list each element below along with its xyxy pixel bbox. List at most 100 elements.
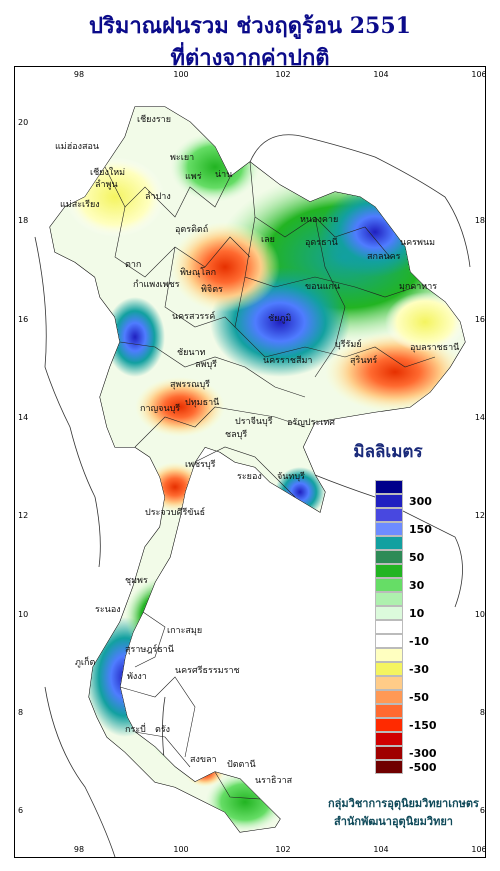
place-label: เกาะสมุย bbox=[167, 626, 202, 636]
lat-tick-label: 12 bbox=[18, 511, 28, 520]
place-label: จันทบุรี bbox=[277, 471, 305, 482]
field-tak-wet bbox=[105, 297, 165, 377]
place-label: ระนอง bbox=[95, 605, 121, 615]
legend-swatch bbox=[375, 578, 403, 592]
lon-tick-label: 100 bbox=[173, 70, 188, 79]
place-label: เชียงราย bbox=[137, 114, 171, 125]
place-label: สุราษฎร์ธานี bbox=[125, 643, 174, 655]
place-label: แพร่ bbox=[185, 172, 202, 182]
province-line bbox=[164, 246, 236, 328]
place-label: สุพรรณบุรี bbox=[170, 379, 210, 390]
province-line bbox=[119, 341, 306, 398]
legend-label: -500 bbox=[409, 761, 437, 774]
legend-swatch bbox=[375, 550, 403, 564]
lat-tick-label: 16 bbox=[18, 315, 28, 324]
province-line bbox=[119, 676, 196, 758]
lon-tick-label: 106 bbox=[471, 845, 485, 854]
lat-tick-label: 20 bbox=[18, 118, 28, 127]
legend-swatch bbox=[375, 634, 403, 648]
legend-swatch bbox=[375, 676, 403, 690]
place-label: ลพบุรี bbox=[195, 359, 217, 370]
lon-tick-label: 98 bbox=[74, 70, 84, 79]
place-label: บุรีรัมย์ bbox=[335, 338, 362, 350]
province-line bbox=[214, 771, 261, 800]
legend-label: 30 bbox=[409, 579, 425, 592]
province-line bbox=[314, 216, 346, 378]
neighbor-borders bbox=[34, 134, 471, 857]
place-label: น่าน bbox=[215, 170, 232, 180]
place-label: เลย bbox=[261, 235, 275, 245]
rainfall-anomaly-map: 98 100 102 104 106 98 100 102 104 106 20… bbox=[18, 70, 485, 857]
place-label: ประจวบคีรีขันธ์ bbox=[145, 506, 205, 518]
place-label: พิษณุโลก bbox=[180, 267, 216, 278]
legend-swatch bbox=[375, 536, 403, 550]
place-label: ลำพูน bbox=[95, 179, 118, 190]
laos-border bbox=[249, 134, 471, 268]
place-label: นครศรีธรรมราช bbox=[175, 665, 240, 676]
legend-swatch bbox=[375, 494, 403, 508]
place-label: อุดรธานี bbox=[305, 237, 338, 248]
place-label: กำแพงเพชร bbox=[133, 279, 180, 290]
lat-tick-label: 6 bbox=[18, 806, 23, 815]
legend-swatch bbox=[375, 704, 403, 718]
lat-tick-label: 14 bbox=[18, 413, 28, 422]
legend-label: -30 bbox=[409, 663, 429, 676]
province-line bbox=[134, 406, 306, 448]
lon-tick-label: 100 bbox=[173, 845, 188, 854]
place-label: ชลบุรี bbox=[225, 429, 247, 440]
place-label: ชุมพร bbox=[125, 576, 148, 586]
legend-label: 150 bbox=[409, 523, 432, 536]
field-sakon-wet bbox=[320, 187, 430, 277]
province-borders bbox=[104, 161, 436, 800]
province-line bbox=[134, 731, 191, 768]
lon-tick-label: 104 bbox=[373, 845, 388, 854]
cambodia-coast bbox=[314, 474, 463, 608]
place-label: ขอนแก่น bbox=[305, 282, 340, 292]
field-nan-wet bbox=[170, 132, 260, 202]
place-label: สงขลา bbox=[190, 755, 217, 765]
place-label: เชียงใหม่ bbox=[90, 167, 125, 178]
place-label: เพชรบุรี bbox=[185, 459, 216, 470]
place-label: มุกดาหาร bbox=[399, 282, 437, 292]
place-label: กาญจนบุรี bbox=[140, 403, 180, 414]
place-label: อุตรดิตถ์ bbox=[175, 223, 208, 235]
place-label: หนองคาย bbox=[300, 215, 338, 225]
lat-ticks: 20 18 16 14 12 10 8 6 18 16 14 12 10 8 6 bbox=[18, 118, 485, 815]
place-label: ปทุมธานี bbox=[185, 397, 219, 408]
lon-tick-label: 106 bbox=[471, 70, 485, 79]
credit-line-2: สำนักพัฒนาอุตุนิยมวิทยา bbox=[334, 815, 453, 828]
legend-swatch bbox=[375, 620, 403, 634]
place-label: ตาก bbox=[125, 260, 141, 270]
lon-tick-label: 104 bbox=[373, 70, 388, 79]
legend-label: 10 bbox=[409, 607, 425, 620]
legend-swatch bbox=[375, 508, 403, 522]
legend-label: -50 bbox=[409, 691, 429, 704]
credit-line-1: กลุ่มวิชาการอุตุนิยมวิทยาเกษตร bbox=[328, 797, 479, 810]
province-line bbox=[234, 276, 436, 368]
lat-tick-label: 16 bbox=[475, 315, 485, 324]
lat-tick-label: 10 bbox=[475, 610, 485, 619]
legend-label: -300 bbox=[409, 747, 437, 760]
sea-boundary bbox=[44, 686, 116, 857]
map-title: ปริมาณฝนรวม ช่วงฤดูร้อน 2551 bbox=[89, 13, 411, 39]
lon-tick-label: 102 bbox=[275, 70, 290, 79]
lat-tick-label: 8 bbox=[480, 708, 485, 717]
place-label: ชัยภูมิ bbox=[268, 313, 291, 324]
place-label: พะเยา bbox=[170, 153, 194, 163]
place-label: ปราจีนบุรี bbox=[235, 416, 273, 427]
legend-label: 300 bbox=[409, 495, 432, 508]
lat-tick-label: 6 bbox=[480, 806, 485, 815]
field-phangnga-wet bbox=[85, 617, 165, 737]
legend-swatch bbox=[375, 522, 403, 536]
legend-swatch bbox=[375, 690, 403, 704]
province-line bbox=[134, 611, 166, 668]
place-labels: เชียงราย แม่ฮ่องสอน เชียงใหม่ พะเยา น่าน… bbox=[55, 114, 459, 786]
lat-tick-label: 10 bbox=[18, 610, 28, 619]
map-frame: 98 100 102 104 106 98 100 102 104 106 20… bbox=[14, 66, 486, 858]
legend-swatch bbox=[375, 732, 403, 746]
lon-ticks: 98 100 102 104 106 98 100 102 104 106 bbox=[74, 70, 485, 854]
lat-tick-label: 8 bbox=[18, 708, 23, 717]
lat-tick-label: 14 bbox=[475, 413, 485, 422]
place-label: แม่สะเรียง bbox=[60, 199, 100, 210]
legend-swatch bbox=[375, 760, 403, 774]
